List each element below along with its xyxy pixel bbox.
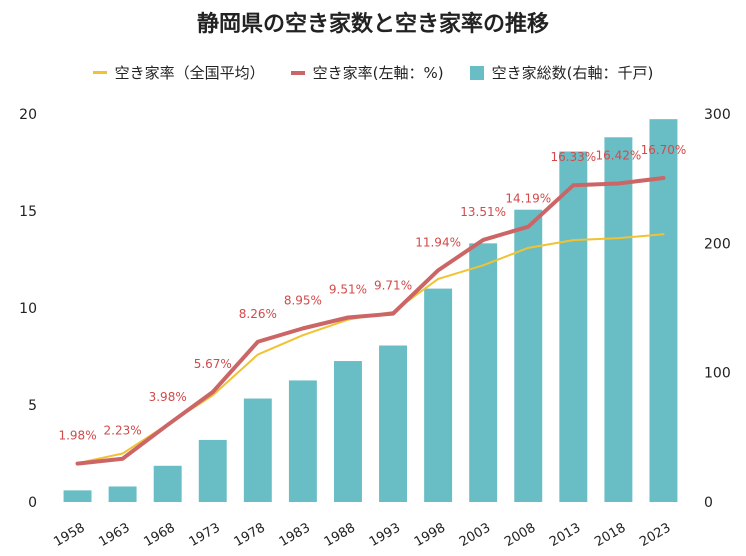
legend-label-shizuoka-rate: 空き家率(左軸：%) <box>312 64 444 82</box>
data-label-shizuoka-rate: 13.51% <box>460 205 506 219</box>
bar-total-vacant <box>243 398 272 502</box>
data-label-shizuoka-rate: 2.23% <box>104 424 142 438</box>
x-tick-label: 2003 <box>457 520 493 550</box>
data-label-shizuoka-rate: 3.98% <box>149 390 187 404</box>
data-label-shizuoka-rate: 16.33% <box>550 150 596 164</box>
bar-total-vacant <box>153 465 182 502</box>
bar-total-vacant <box>288 380 317 502</box>
bar-total-vacant <box>514 209 543 502</box>
x-tick-label: 1973 <box>187 520 223 550</box>
bar-total-vacant <box>198 439 227 502</box>
y-right-tick-label: 100 <box>704 366 731 382</box>
y-left-tick-label: 0 <box>28 495 37 511</box>
legend-item-total-vacant: 空き家総数(右軸：千戸) <box>469 62 654 83</box>
data-label-shizuoka-rate: 5.67% <box>194 357 232 371</box>
data-label-shizuoka-rate: 8.95% <box>284 293 322 307</box>
data-label-shizuoka-rate: 8.26% <box>239 307 277 321</box>
x-tick-label: 1998 <box>412 520 448 550</box>
bar-total-vacant <box>424 288 453 502</box>
bar-total-vacant <box>604 137 633 502</box>
y-left-tick-label: 5 <box>28 398 37 414</box>
legend-label-national-rate: 空き家率（全国平均） <box>114 64 265 82</box>
y-left-tick-label: 15 <box>19 204 37 220</box>
bar-total-vacant <box>379 345 408 502</box>
line-shizuoka-rate <box>75 176 666 466</box>
legend-item-shizuoka-rate: 空き家率(左軸：%) <box>290 62 444 83</box>
bar-total-vacant <box>333 361 362 502</box>
bar-total-vacant <box>63 490 92 502</box>
data-label-shizuoka-rate: 9.51% <box>329 283 367 297</box>
legend-item-national-rate: 空き家率（全国平均） <box>92 62 265 83</box>
x-tick-label: 1958 <box>51 520 87 550</box>
data-label-shizuoka-rate: 9.71% <box>374 279 412 293</box>
y-right-tick-label: 200 <box>704 236 731 252</box>
y-left-tick-label: 20 <box>19 107 37 123</box>
data-label-shizuoka-rate: 1.98% <box>58 429 96 443</box>
x-tick-label: 1963 <box>96 520 132 550</box>
data-label-shizuoka-rate: 11.94% <box>415 235 461 249</box>
bar-total-vacant <box>649 119 678 502</box>
legend: 空き家率（全国平均） 空き家率(左軸：%) 空き家総数(右軸：千戸) <box>0 62 746 83</box>
x-tick-label: 2018 <box>592 520 628 550</box>
x-tick-label: 1993 <box>367 520 403 550</box>
x-tick-label: 1978 <box>232 520 268 550</box>
bar-total-vacant <box>469 243 498 503</box>
x-tick-label: 2008 <box>502 520 538 550</box>
data-label-shizuoka-rate: 16.42% <box>596 148 642 162</box>
x-tick-label: 1983 <box>277 520 313 550</box>
x-tick-label: 2023 <box>637 520 673 550</box>
data-label-shizuoka-rate: 14.19% <box>505 192 551 206</box>
y-left-tick-label: 10 <box>19 301 37 317</box>
bar-total-vacant <box>559 151 588 503</box>
y-right-tick-label: 0 <box>704 495 713 511</box>
legend-swatch-national-rate <box>92 71 107 74</box>
legend-swatch-shizuoka-rate <box>290 70 305 75</box>
x-tick-label: 1988 <box>322 520 358 550</box>
x-tick-label: 1968 <box>142 520 178 550</box>
y-right-tick-label: 300 <box>704 107 731 123</box>
bar-total-vacant <box>108 486 137 502</box>
chart-title: 静岡県の空き家数と空き家率の推移 <box>196 12 549 37</box>
data-label-shizuoka-rate: 16.70% <box>641 143 687 157</box>
legend-swatch-total-vacant <box>469 65 484 80</box>
x-tick-label: 2013 <box>547 520 583 550</box>
legend-label-total-vacant: 空き家総数(右軸：千戸) <box>491 64 654 82</box>
